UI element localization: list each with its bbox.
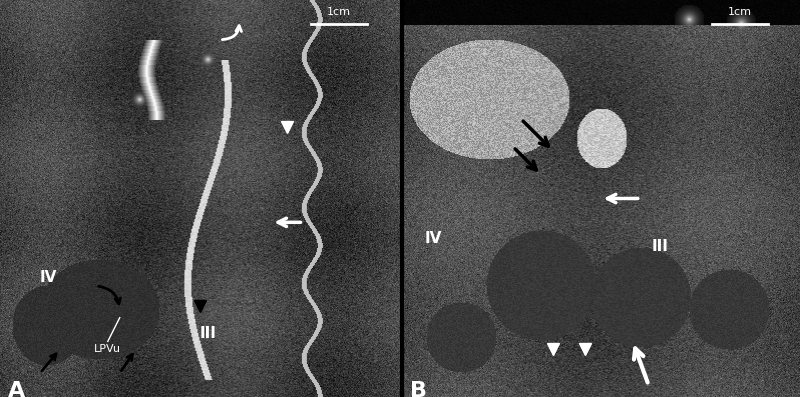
Text: III: III [652,239,669,254]
Text: LPVu: LPVu [94,344,122,355]
Text: IV: IV [425,231,442,246]
Text: A: A [8,381,26,397]
Text: 1cm: 1cm [327,7,351,17]
Text: III: III [199,326,216,341]
Text: B: B [410,381,426,397]
Text: IV: IV [39,270,57,285]
Text: 1cm: 1cm [728,7,752,17]
